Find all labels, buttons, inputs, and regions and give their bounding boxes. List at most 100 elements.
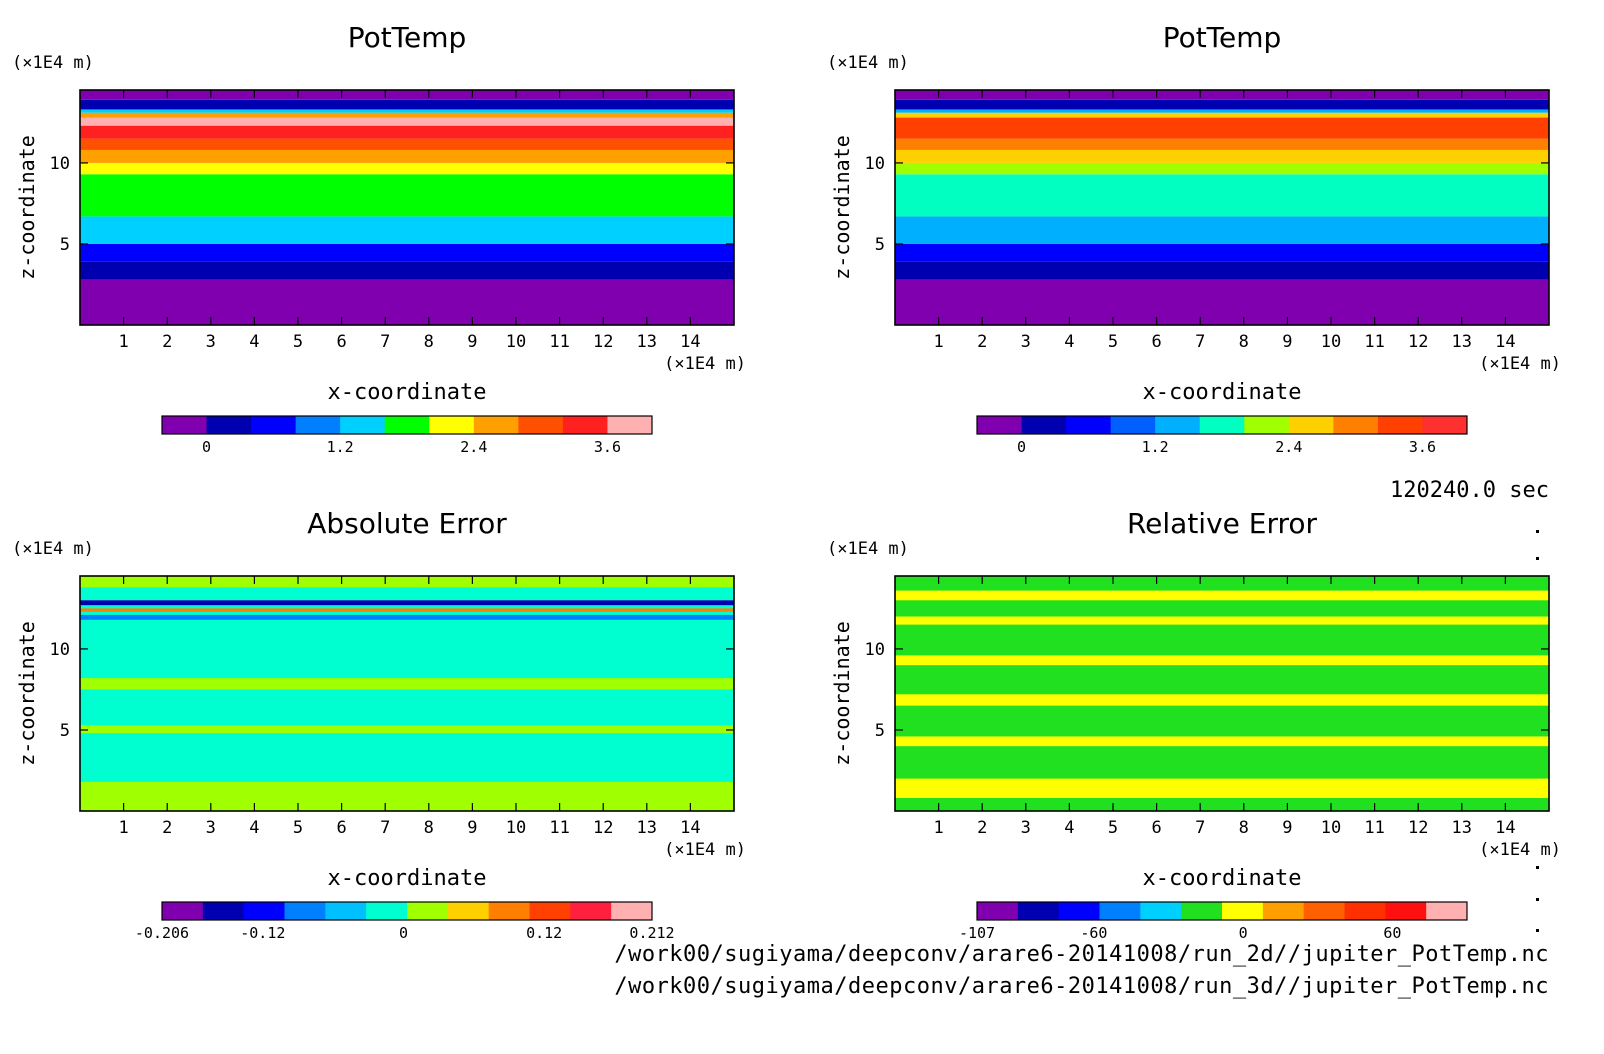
colorbar-segment	[518, 416, 564, 434]
colorbar-tick-label: 1.2	[327, 438, 354, 456]
x-tick-label: 11	[1364, 332, 1384, 352]
time-label: 120240.0 sec	[1390, 478, 1549, 503]
z-tick-label: 5	[875, 721, 885, 741]
colorbar-frame	[976, 901, 1468, 921]
contour-band	[895, 117, 1549, 139]
colorbar-tick-label: 0.12	[526, 924, 562, 942]
colorbar-segment	[1288, 416, 1334, 434]
colorbar-segment	[1303, 902, 1345, 920]
x-axis-label: x-coordinate	[1143, 866, 1302, 891]
z-tick-label: 5	[60, 721, 70, 741]
colorbar-tick-label: 0	[1239, 924, 1248, 942]
contour-band	[80, 243, 734, 262]
x-tick-label: 1	[933, 332, 943, 352]
colorbar-tick-label: 0.212	[629, 924, 674, 942]
z-tick-label: 5	[60, 235, 70, 255]
x-tick-label: 6	[1151, 332, 1161, 352]
colorbar-tick-label: -60	[1080, 924, 1107, 942]
x-tick-label: 10	[1321, 332, 1341, 352]
x-tick-label: 14	[680, 332, 700, 352]
contour-band	[895, 149, 1549, 163]
colorbar-tick-label: -0.12	[240, 924, 285, 942]
contour-band	[80, 125, 734, 139]
x-tick-label: 5	[1108, 332, 1118, 352]
colorbar-tick-label: 1.2	[1142, 438, 1169, 456]
colorbar-segment	[1333, 416, 1379, 434]
chart-panel: PotTemp(×1E4 m)1 2 3 4 5 6 7 8 9 10 11 12 13 14510(×1…	[12, 21, 746, 456]
x-tick-label: 3	[1021, 818, 1031, 838]
z-tick-label: 5	[875, 235, 885, 255]
x-unit-label: (×1E4 m)	[664, 354, 746, 374]
colorbar-segment	[977, 416, 1023, 434]
colorbar-segment	[529, 902, 571, 920]
contour-band	[80, 112, 734, 118]
x-tick-label: 9	[1282, 332, 1292, 352]
x-unit-label: (×1E4 m)	[1479, 840, 1561, 860]
x-tick-label: 8	[1239, 332, 1249, 352]
x-tick-label: 1	[118, 818, 128, 838]
x-tick-label: 8	[1239, 818, 1249, 838]
colorbar-tick-label: -0.206	[135, 924, 189, 942]
contour-band	[80, 162, 734, 175]
colorbar-segment	[611, 902, 653, 920]
colorbar-segment	[1110, 416, 1156, 434]
x-tick-label: 3	[206, 818, 216, 838]
contour-band	[895, 90, 1549, 100]
colorbar-segment	[1426, 902, 1468, 920]
contour-band	[80, 216, 734, 244]
x-tick-label: 7	[380, 332, 390, 352]
marker-dot	[1536, 530, 1539, 533]
colorbar-segment	[488, 902, 530, 920]
contour-band	[80, 725, 734, 734]
colorbar-segment	[1199, 416, 1245, 434]
x-tick-label: 8	[424, 332, 434, 352]
colorbar-segment	[1262, 902, 1305, 920]
contour-band	[895, 243, 1549, 262]
x-unit-label: (×1E4 m)	[664, 840, 746, 860]
contour-band	[80, 138, 734, 150]
x-tick-label: 11	[1364, 818, 1384, 838]
x-tick-label: 7	[1195, 818, 1205, 838]
colorbar-segment	[570, 902, 612, 920]
x-tick-label: 10	[1321, 818, 1341, 838]
file-path-2d: /work00/sugiyama/deepconv/arare6-2014100…	[614, 942, 1549, 967]
marker-dot	[1536, 866, 1539, 869]
x-tick-label: 3	[206, 332, 216, 352]
colorbar-segment	[325, 902, 367, 920]
x-tick-label: 1	[118, 332, 128, 352]
x-tick-label: 8	[424, 818, 434, 838]
colorbar-segment	[407, 902, 449, 920]
contour-band	[80, 678, 734, 690]
colorbar-segment	[340, 416, 386, 434]
colorbar-segment	[243, 902, 285, 920]
x-tick-label: 6	[1151, 818, 1161, 838]
contour-band	[80, 614, 734, 620]
colorbar-tick-label: 60	[1383, 924, 1401, 942]
contour-band	[895, 736, 1549, 747]
x-tick-label: 2	[162, 818, 172, 838]
x-tick-label: 13	[637, 332, 657, 352]
contour-band	[80, 117, 734, 126]
marker-dot	[1536, 557, 1539, 560]
colorbar-segment	[251, 416, 297, 434]
plot-frame	[79, 575, 735, 812]
z-unit-label: (×1E4 m)	[827, 539, 909, 559]
colorbar-segment	[1021, 416, 1067, 434]
x-tick-label: 9	[467, 332, 477, 352]
contour-band	[80, 576, 734, 588]
colorbar-segment	[1222, 902, 1264, 920]
colorbar-segment	[366, 902, 408, 920]
contour-band	[895, 99, 1549, 110]
colorbar-frame	[976, 415, 1468, 435]
marker-dot	[1536, 898, 1539, 901]
colorbar-segment	[295, 416, 341, 434]
x-tick-label: 13	[1452, 818, 1472, 838]
z-tick-label: 10	[50, 640, 70, 660]
z-tick-label: 10	[865, 640, 885, 660]
colorbar-frame	[161, 415, 653, 435]
x-axis-label: x-coordinate	[1143, 380, 1302, 405]
x-tick-label: 2	[977, 818, 987, 838]
contour-band	[80, 279, 734, 325]
colorbar-segment	[1344, 902, 1386, 920]
